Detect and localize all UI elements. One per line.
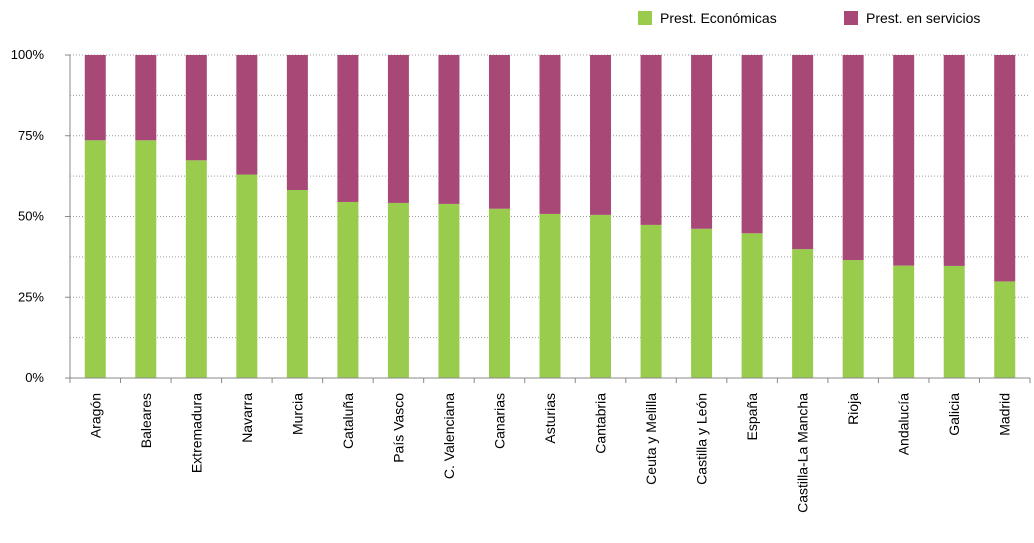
bar-economicas: [185, 160, 207, 378]
bar-economicas: [438, 203, 460, 378]
bar-economicas: [741, 233, 763, 378]
bar-economicas: [135, 140, 157, 378]
category-label: Canarias: [491, 393, 507, 449]
category-label: País Vasco: [390, 393, 406, 463]
bar-economicas: [994, 281, 1016, 378]
bar-servicios: [842, 55, 864, 261]
bar-servicios: [488, 55, 510, 209]
category-label: Galicia: [946, 393, 962, 436]
bar-economicas: [286, 190, 308, 378]
x-tick-labels: Aragón Baleares Extremadura Navarra Murcia Ca…: [87, 393, 1012, 513]
y-tick-label: 100%: [11, 47, 45, 62]
category-label: Aragón: [87, 393, 103, 438]
legend-label-servicios: Prest. en servicios: [866, 10, 980, 26]
category-label: Castilla-La Mancha: [795, 393, 811, 513]
bar-servicios: [387, 55, 409, 203]
bar-economicas: [236, 174, 258, 378]
bar-servicios: [135, 55, 157, 141]
bar-servicios: [286, 55, 308, 191]
bar-economicas: [893, 265, 915, 378]
category-label: Murcia: [289, 393, 305, 435]
bar-servicios: [741, 55, 763, 234]
bar-servicios: [994, 55, 1016, 282]
category-label: Andalucía: [896, 393, 912, 455]
bar-servicios: [438, 55, 460, 204]
category-label: Asturias: [542, 393, 558, 444]
legend-swatch-servicios: [844, 11, 858, 25]
bar-servicios: [893, 55, 915, 266]
bar-economicas: [539, 213, 561, 378]
legend-swatch-economicas: [638, 11, 652, 25]
legend: Prest. Económicas Prest. en servicios: [638, 10, 980, 26]
bar-servicios: [539, 55, 561, 214]
bar-economicas: [84, 140, 106, 378]
category-label: España: [744, 393, 760, 441]
bar-servicios: [185, 55, 207, 161]
bar-servicios: [943, 55, 965, 266]
bar-economicas: [943, 265, 965, 378]
bar-economicas: [337, 201, 359, 378]
legend-label-economicas: Prest. Económicas: [660, 10, 777, 26]
category-label: C. Valenciana: [441, 393, 457, 479]
y-tick-label: 25%: [18, 289, 44, 304]
category-label: Extremadura: [188, 393, 204, 473]
bar-servicios: [84, 55, 106, 141]
category-label: Cantabria: [593, 393, 609, 454]
axes: [65, 54, 1031, 383]
bar-servicios: [792, 55, 814, 250]
bar-economicas: [488, 208, 510, 378]
bar-economicas: [792, 249, 814, 378]
bars: [84, 55, 1016, 378]
bar-servicios: [590, 55, 612, 215]
category-label: Cataluña: [340, 393, 356, 449]
bar-economicas: [387, 202, 409, 378]
category-label: Baleares: [138, 393, 154, 448]
bar-servicios: [236, 55, 258, 175]
category-label: Ceuta y Melilla: [643, 393, 659, 485]
category-label: Rioja: [845, 393, 861, 425]
bar-servicios: [337, 55, 359, 202]
bar-economicas: [842, 260, 864, 378]
category-label: Castilla y León: [694, 393, 710, 485]
bar-economicas: [691, 228, 713, 378]
category-label: Navarra: [239, 393, 255, 443]
bar-economicas: [590, 214, 612, 378]
bar-servicios: [640, 55, 662, 225]
y-tick-label: 0%: [25, 370, 44, 385]
y-tick-labels: 0% 25% 50% 75% 100%: [11, 47, 45, 385]
y-tick-label: 75%: [18, 128, 44, 143]
bar-servicios: [691, 55, 713, 229]
category-label: Madrid: [997, 393, 1013, 436]
y-tick-label: 50%: [18, 209, 44, 224]
bar-economicas: [640, 224, 662, 378]
